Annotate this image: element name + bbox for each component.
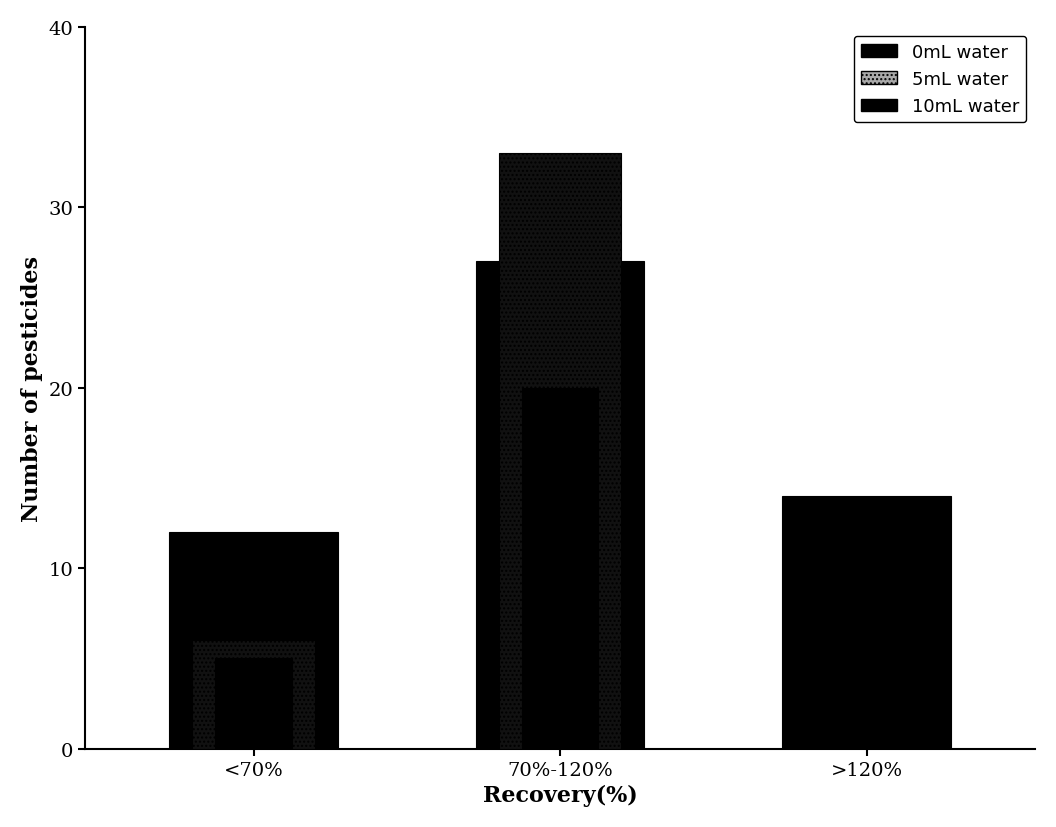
Bar [522, 389, 599, 748]
Bar [476, 262, 644, 748]
Bar [498, 154, 621, 748]
Legend: 0mL water, 5mL water, 10mL water: 0mL water, 5mL water, 10mL water [853, 37, 1026, 123]
Bar [169, 533, 338, 748]
X-axis label: Recovery(%): Recovery(%) [483, 784, 638, 806]
Y-axis label: Number of pesticides: Number of pesticides [21, 256, 43, 521]
Bar [192, 641, 315, 748]
Bar [782, 496, 950, 748]
Bar [215, 658, 291, 748]
